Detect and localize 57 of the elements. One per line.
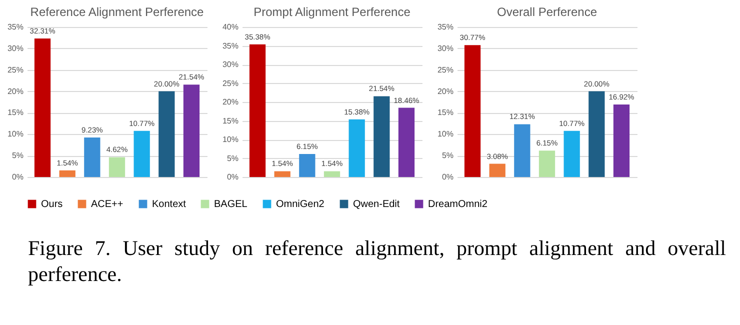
legend-label: Ours [41, 199, 63, 210]
y-tick-label: 0% [12, 172, 24, 182]
y-tick-label: 25% [222, 78, 238, 88]
y-tick-label: 10% [437, 130, 454, 139]
bar [158, 91, 175, 177]
y-tick-label: 20% [222, 98, 238, 106]
bar [588, 91, 605, 177]
legend-label: Qwen-Edit [353, 199, 400, 210]
y-tick-label: 15% [7, 108, 24, 118]
y-tick-label: 10% [222, 135, 238, 144]
y-tick-label: 20% [437, 86, 454, 96]
bar [59, 170, 76, 177]
y-tick-label: 25% [7, 65, 24, 74]
y-tick-label: 35% [7, 22, 24, 32]
bar [274, 171, 290, 177]
legend-label: DreamOmni2 [428, 199, 488, 210]
bar [299, 154, 316, 177]
bar [564, 130, 580, 177]
y-tick-label: 10% [7, 130, 24, 139]
chart-title: Reference Alignment Perference [30, 5, 204, 19]
y-tick-label: 5% [442, 151, 454, 160]
y-tick-label: 25% [437, 65, 454, 74]
y-tick-label: 0% [442, 172, 454, 182]
bar [464, 45, 481, 177]
y-tick-label: 5% [226, 154, 238, 163]
bar [34, 38, 51, 177]
bar [374, 96, 390, 177]
y-tick-label: 20% [7, 86, 24, 96]
bar [324, 171, 340, 177]
y-tick-label: 15% [222, 116, 238, 126]
y-tick-label: 35% [222, 41, 238, 50]
bar [108, 157, 126, 177]
y-tick-label: 35% [437, 22, 454, 32]
bar [134, 130, 150, 177]
y-tick-label: 0% [226, 172, 238, 182]
bar [84, 137, 100, 177]
bar [489, 164, 506, 177]
bar [538, 150, 556, 177]
legend-label: BAGEL [214, 199, 248, 210]
bar [514, 124, 530, 177]
legend-label: Kontext [152, 199, 186, 210]
bar [398, 108, 415, 177]
chart-title: Prompt Alignment Perference [254, 5, 411, 19]
legend-label: ACE++ [91, 199, 124, 210]
bar [613, 104, 630, 177]
bar [183, 84, 200, 177]
y-tick-label: 30% [222, 60, 238, 69]
bar [249, 44, 266, 177]
y-tick-label: 15% [437, 108, 454, 118]
y-tick-label: 30% [437, 44, 454, 53]
chart-title: Overall Perference [496, 5, 598, 19]
bar [348, 119, 365, 177]
caption: Figure 7. User study on reference alignment, prompt alignment and overall perference. [28, 235, 726, 287]
legend-label: OmniGen2 [276, 199, 325, 210]
y-tick-label: 5% [12, 151, 24, 160]
y-tick-label: 40% [222, 22, 238, 32]
y-tick-label: 30% [7, 44, 24, 53]
